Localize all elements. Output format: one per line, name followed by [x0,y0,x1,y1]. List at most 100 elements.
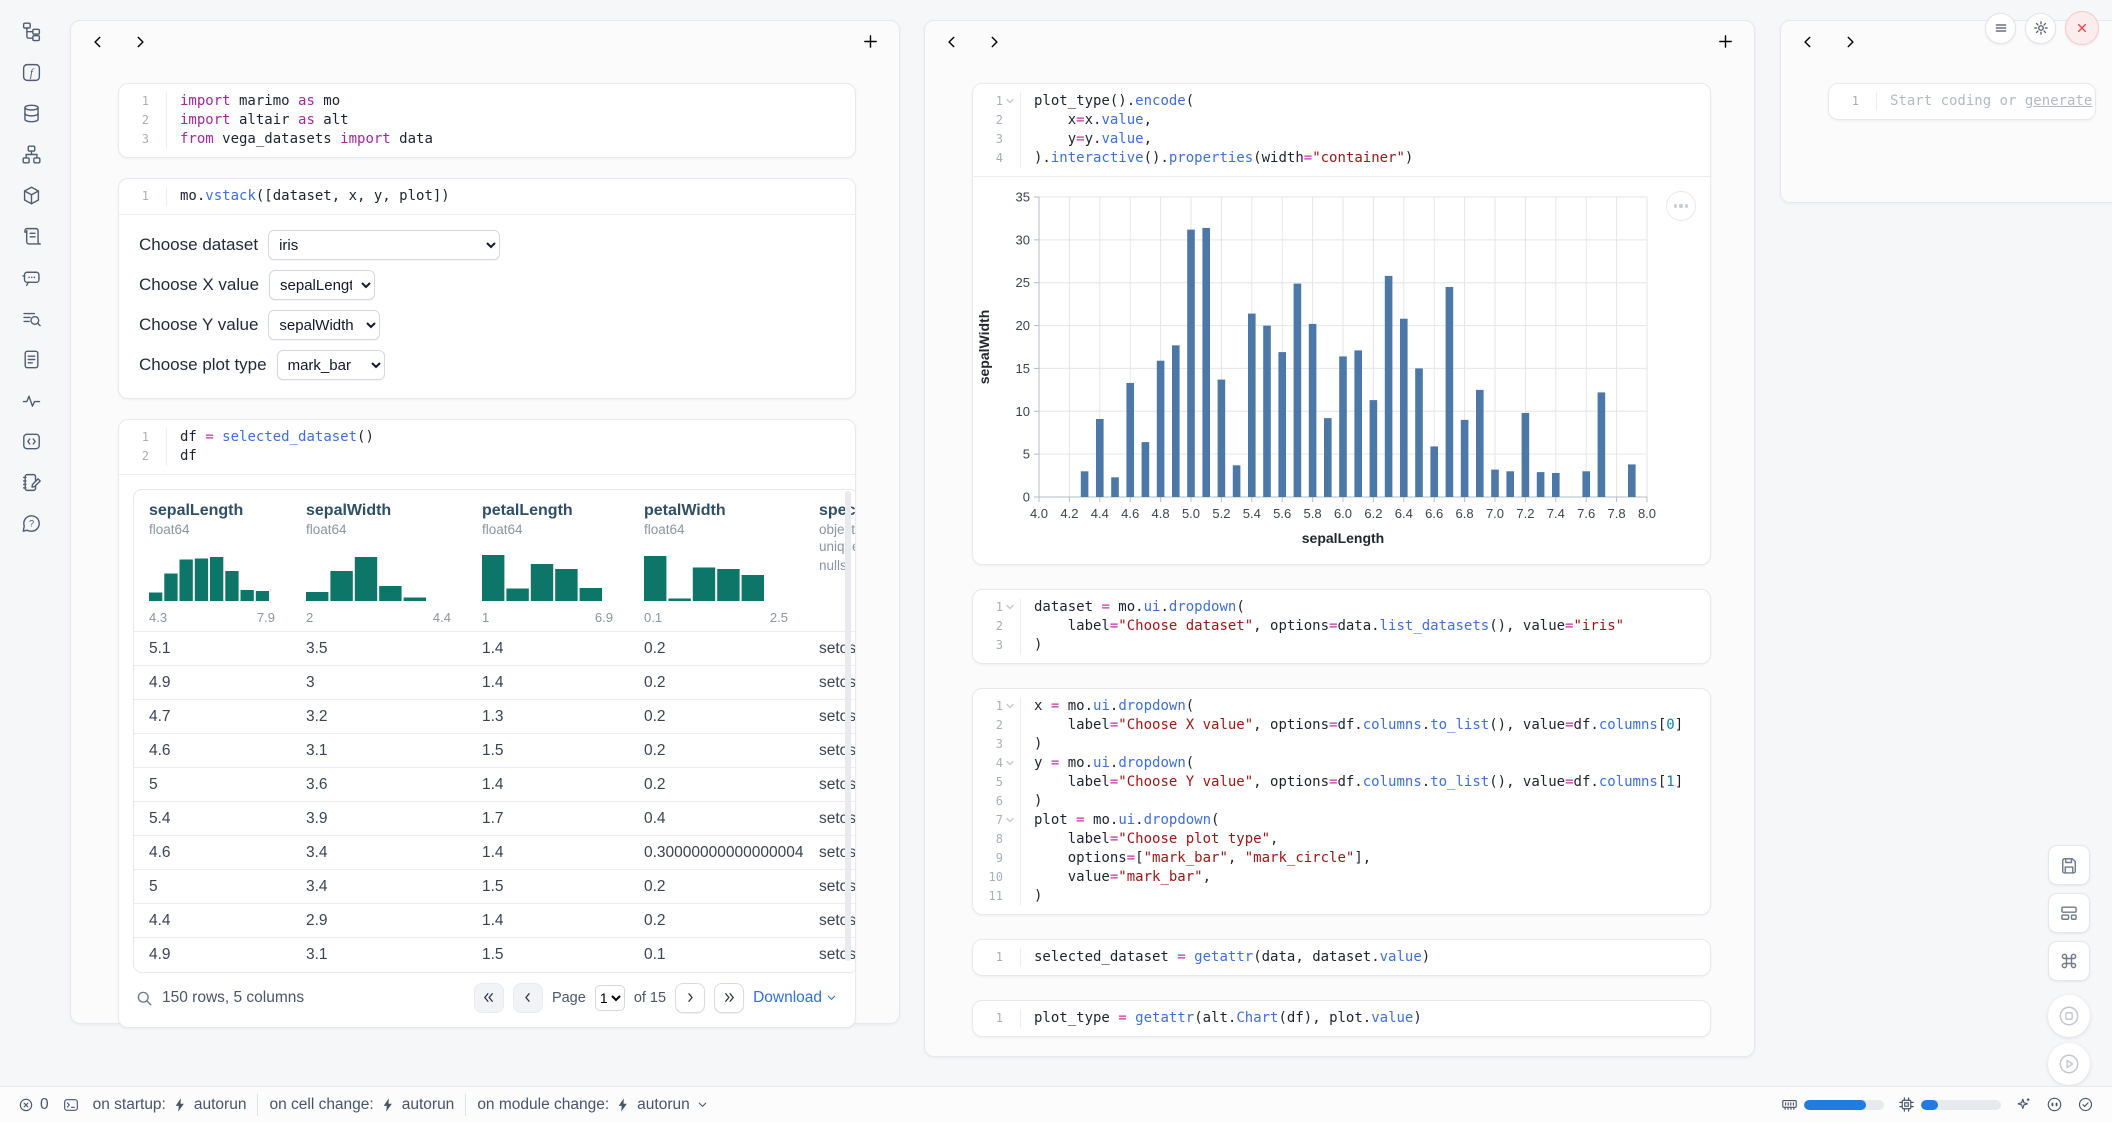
selected-dataset-cell-editor[interactable]: 1 selected_dataset = getattr(data, datase… [973,940,1710,975]
chevron-right-icon[interactable] [987,35,1001,52]
column-header-sepalLength[interactable]: sepalLength float64 4.3 7.9 [149,502,275,625]
table-scrollbar[interactable] [845,491,851,961]
fold-toggle-icon[interactable] [1005,701,1016,712]
dataset-dropdown-cell-editor[interactable]: 1 dataset = mo.ui.dropdown(2 label="Choos… [973,590,1710,663]
page-select[interactable]: 1 [594,984,625,1011]
add-cell-button[interactable] [862,33,879,53]
fold-toggle-icon[interactable] [1005,96,1016,107]
dataframe-cell-editor[interactable]: 1 df = selected_dataset() 2 df [119,420,855,474]
dataframe-output: sepalLength float64 4.3 7.9 sepalWidth float6… [119,474,855,1027]
chevron-right-icon[interactable] [1843,35,1857,52]
table-search-button[interactable] [135,989,153,1007]
table-row: 53.41.50.2setosa [134,869,855,904]
add-cell-button[interactable] [1717,33,1734,53]
sepal-bar-chart[interactable]: 4.0 4.2 4.4 4.6 4.8 5.0 5.2 5.4 5.6 5.8 6.0 6.2 6.4 6… [973,183,1710,555]
choose-x-value-select[interactable]: sepalLength [269,270,376,300]
imports-cell-editor[interactable]: 1 import marimo as mo 2 import altair as al… [119,84,855,157]
line-number: 1 [973,1009,1021,1028]
table-cell: 0.2 [629,699,804,734]
layout-button[interactable] [2048,893,2090,933]
choose-plot-type-select[interactable]: mark_bar [276,350,385,380]
line-number: 1 [119,428,167,447]
sidebar-item-logs[interactable] [18,305,44,331]
runtime-config-on-module-change[interactable]: on module change: autorun [477,1096,708,1114]
sidebar-item-variables[interactable]: f [18,59,44,85]
memory-icon [1782,1100,1797,1110]
line-number: 4 [973,149,1021,168]
fold-toggle-icon[interactable] [1005,758,1016,769]
chevron-left-icon[interactable] [1801,35,1815,52]
choose-y-value-select[interactable]: sepalWidth [268,310,381,340]
svg-text:4.4: 4.4 [1091,506,1109,521]
sidebar-item-notebook[interactable] [18,469,44,495]
column-histogram [149,557,270,601]
table-cell: 3 [291,665,467,700]
save-icon [2062,858,2076,874]
choose-dataset-row: Choose dataset iris [139,230,835,260]
sidebar-item-ai-chat[interactable] [18,264,44,290]
chevrons-right-icon [724,993,734,1002]
empty-cell: 1 Start coding or generate with AI. [1828,83,2096,120]
column-header-petalWidth[interactable]: petalWidth float64 0.1 2.5 [644,502,788,625]
empty-cell-editor[interactable]: 1 Start coding or generate with AI. [1829,84,2095,119]
ai-assist-button[interactable] [2015,1096,2032,1113]
run-button[interactable] [2048,1043,2090,1085]
prev-page-button[interactable] [512,982,543,1013]
runtime-config-on-startup[interactable]: on startup: autorun [92,1095,247,1113]
line-number: 6 [973,792,1021,811]
close-button[interactable] [2065,11,2099,45]
plot-type-cell-editor[interactable]: 1 plot_type = getattr(alt.Chart(df), plot… [973,1001,1710,1036]
fold-toggle-icon[interactable] [1005,815,1016,826]
sidebar-item-outline[interactable] [18,223,44,249]
table-row: 4.63.11.50.2setosa [134,733,855,768]
choose-x-value-label: Choose X value [139,275,260,294]
chevron-left-icon[interactable] [91,35,105,52]
stop-button[interactable] [2048,995,2090,1037]
connection-status-button[interactable] [2077,1096,2094,1113]
column-header-petalLength[interactable]: petalLength float64 1 6.9 [482,502,613,625]
table-cell: 1.4 [467,767,629,802]
copilot-button[interactable] [2046,1096,2063,1113]
plot-cell-editor[interactable]: 1 plot_type().encode(2 x=x.value, 3 y=y.va… [973,84,1710,176]
notebook-column-middle: 1 plot_type().encode(2 x=x.value, 3 y=y.va… [924,20,1755,1057]
download-button[interactable]: Download [753,989,837,1007]
runtime-config-on-cell-change[interactable]: on cell change: autorun [269,1095,455,1113]
chevron-left-icon [525,993,531,1002]
svg-text:sepalLength: sepalLength [1302,530,1384,546]
table-cell: 3.6 [291,767,467,802]
column-header-sepalWidth[interactable]: sepalWidth float64 2 4.4 [306,502,451,625]
svg-text:f: f [29,67,34,79]
vstack-cell-editor[interactable]: 1 mo.vstack([dataset, x, y, plot]) [119,179,855,214]
table-cell: 4.6 [134,733,291,768]
table-row: 4.42.91.40.2setosa [134,903,855,938]
sidebar-item-tracing[interactable] [18,387,44,413]
sidebar-item-files[interactable] [18,18,44,44]
generate-link[interactable]: generate [2024,93,2093,109]
terminal-button[interactable] [63,1097,79,1113]
save-button[interactable] [2048,845,2090,885]
table-cell: 0.2 [629,631,804,666]
panel-header [925,21,1754,65]
sidebar-item-scratchpad[interactable] [18,428,44,454]
keyboard-shortcuts-button[interactable] [2048,941,2090,981]
first-page-button[interactable] [473,982,504,1013]
last-page-button[interactable] [714,982,745,1013]
chevron-left-icon[interactable] [945,35,959,52]
menu-button[interactable] [1985,12,2016,44]
sidebar-item-help[interactable]: ? [18,510,44,536]
list-search-icon [22,312,41,326]
sidebar-item-datasources[interactable] [18,100,44,126]
settings-button[interactable] [2025,12,2056,44]
sidebar-item-packages[interactable] [18,182,44,208]
table-cell: 5.1 [134,631,291,666]
fold-toggle-icon[interactable] [1005,602,1016,613]
choose-dataset-select[interactable]: iris [268,230,501,260]
error-indicator[interactable]: 0 [18,1096,49,1114]
svg-text:6.8: 6.8 [1456,506,1474,521]
chart-actions-button[interactable] [1666,191,1696,221]
chevron-right-icon[interactable] [133,35,147,52]
next-page-button[interactable] [675,982,706,1013]
sidebar-item-snippets[interactable] [18,346,44,372]
sidebar-item-dependencies[interactable] [18,141,44,167]
